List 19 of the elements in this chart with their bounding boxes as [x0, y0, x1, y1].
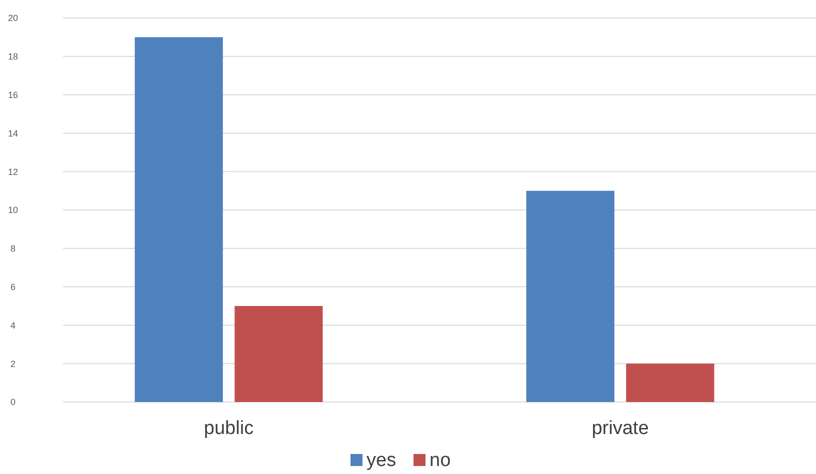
bar [526, 190, 614, 402]
y-tick-label: 18 [8, 52, 18, 62]
legend-label: no [430, 450, 451, 471]
y-tick-label: 2 [10, 358, 16, 369]
y-tick-label: 12 [8, 166, 18, 177]
y-tick-label: 4 [10, 320, 16, 330]
y-tick-label: 10 [8, 205, 18, 216]
y-tick-label: 8 [10, 244, 16, 254]
bar [234, 306, 323, 402]
bar [626, 364, 714, 402]
legend-label: yes [366, 450, 396, 471]
x-tick-label: public [204, 418, 254, 439]
bar [134, 37, 223, 402]
y-tick-label: 6 [10, 282, 16, 292]
y-tick-label: 20 [8, 13, 18, 24]
y-tick-label: 16 [8, 90, 18, 100]
x-tick-label: private [592, 418, 649, 439]
y-tick-label: 0 [10, 397, 16, 408]
y-tick-label: 14 [8, 128, 18, 138]
